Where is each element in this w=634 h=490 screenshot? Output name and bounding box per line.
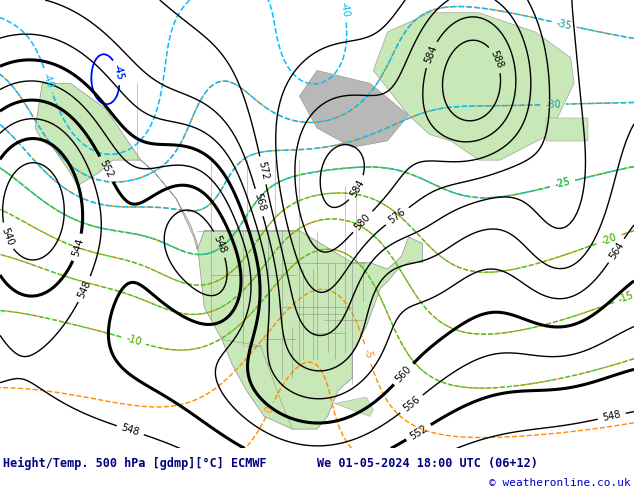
Text: 548: 548 (602, 409, 622, 423)
Text: 576: 576 (387, 207, 408, 226)
Text: -45: -45 (112, 63, 125, 81)
Text: -30: -30 (545, 99, 561, 110)
Text: -15: -15 (617, 290, 634, 305)
Text: -10: -10 (124, 334, 143, 348)
Text: 548: 548 (76, 279, 93, 300)
Text: 556: 556 (401, 394, 422, 414)
Text: 580: 580 (353, 212, 373, 232)
Text: © weatheronline.co.uk: © weatheronline.co.uk (489, 478, 631, 488)
Text: -35: -35 (555, 18, 573, 31)
Text: 572: 572 (256, 160, 270, 181)
Text: -40: -40 (41, 71, 55, 89)
Text: 552: 552 (98, 159, 115, 180)
Text: -15: -15 (617, 290, 634, 305)
Text: -20: -20 (599, 232, 618, 247)
Text: 560: 560 (394, 364, 413, 384)
Text: -35: -35 (555, 18, 573, 31)
Text: 588: 588 (488, 49, 505, 70)
Text: -20: -20 (599, 232, 618, 247)
Text: 552: 552 (408, 423, 429, 441)
Text: -25: -25 (553, 177, 571, 190)
Text: -30: -30 (545, 99, 561, 110)
Text: -25: -25 (553, 177, 571, 190)
Text: -45: -45 (112, 63, 125, 81)
Polygon shape (546, 119, 588, 141)
Text: We 01-05-2024 18:00 UTC (06+12): We 01-05-2024 18:00 UTC (06+12) (317, 457, 538, 470)
Polygon shape (36, 83, 423, 429)
Text: 568: 568 (252, 192, 266, 213)
Text: -25: -25 (553, 177, 571, 190)
Text: 584: 584 (349, 178, 366, 199)
Text: 548: 548 (212, 234, 228, 255)
Polygon shape (299, 71, 408, 147)
Polygon shape (335, 397, 373, 416)
Polygon shape (373, 13, 574, 160)
Text: 564: 564 (607, 240, 626, 261)
Text: 548: 548 (120, 422, 141, 438)
Text: -5: -5 (361, 347, 374, 360)
Text: 540: 540 (0, 226, 15, 246)
Text: 544: 544 (70, 237, 86, 258)
Text: 0: 0 (264, 405, 275, 415)
Text: Height/Temp. 500 hPa [gdmp][°C] ECMWF: Height/Temp. 500 hPa [gdmp][°C] ECMWF (3, 457, 267, 470)
Text: -10: -10 (124, 334, 143, 348)
Text: -40: -40 (339, 1, 351, 18)
Text: 584: 584 (423, 44, 439, 65)
